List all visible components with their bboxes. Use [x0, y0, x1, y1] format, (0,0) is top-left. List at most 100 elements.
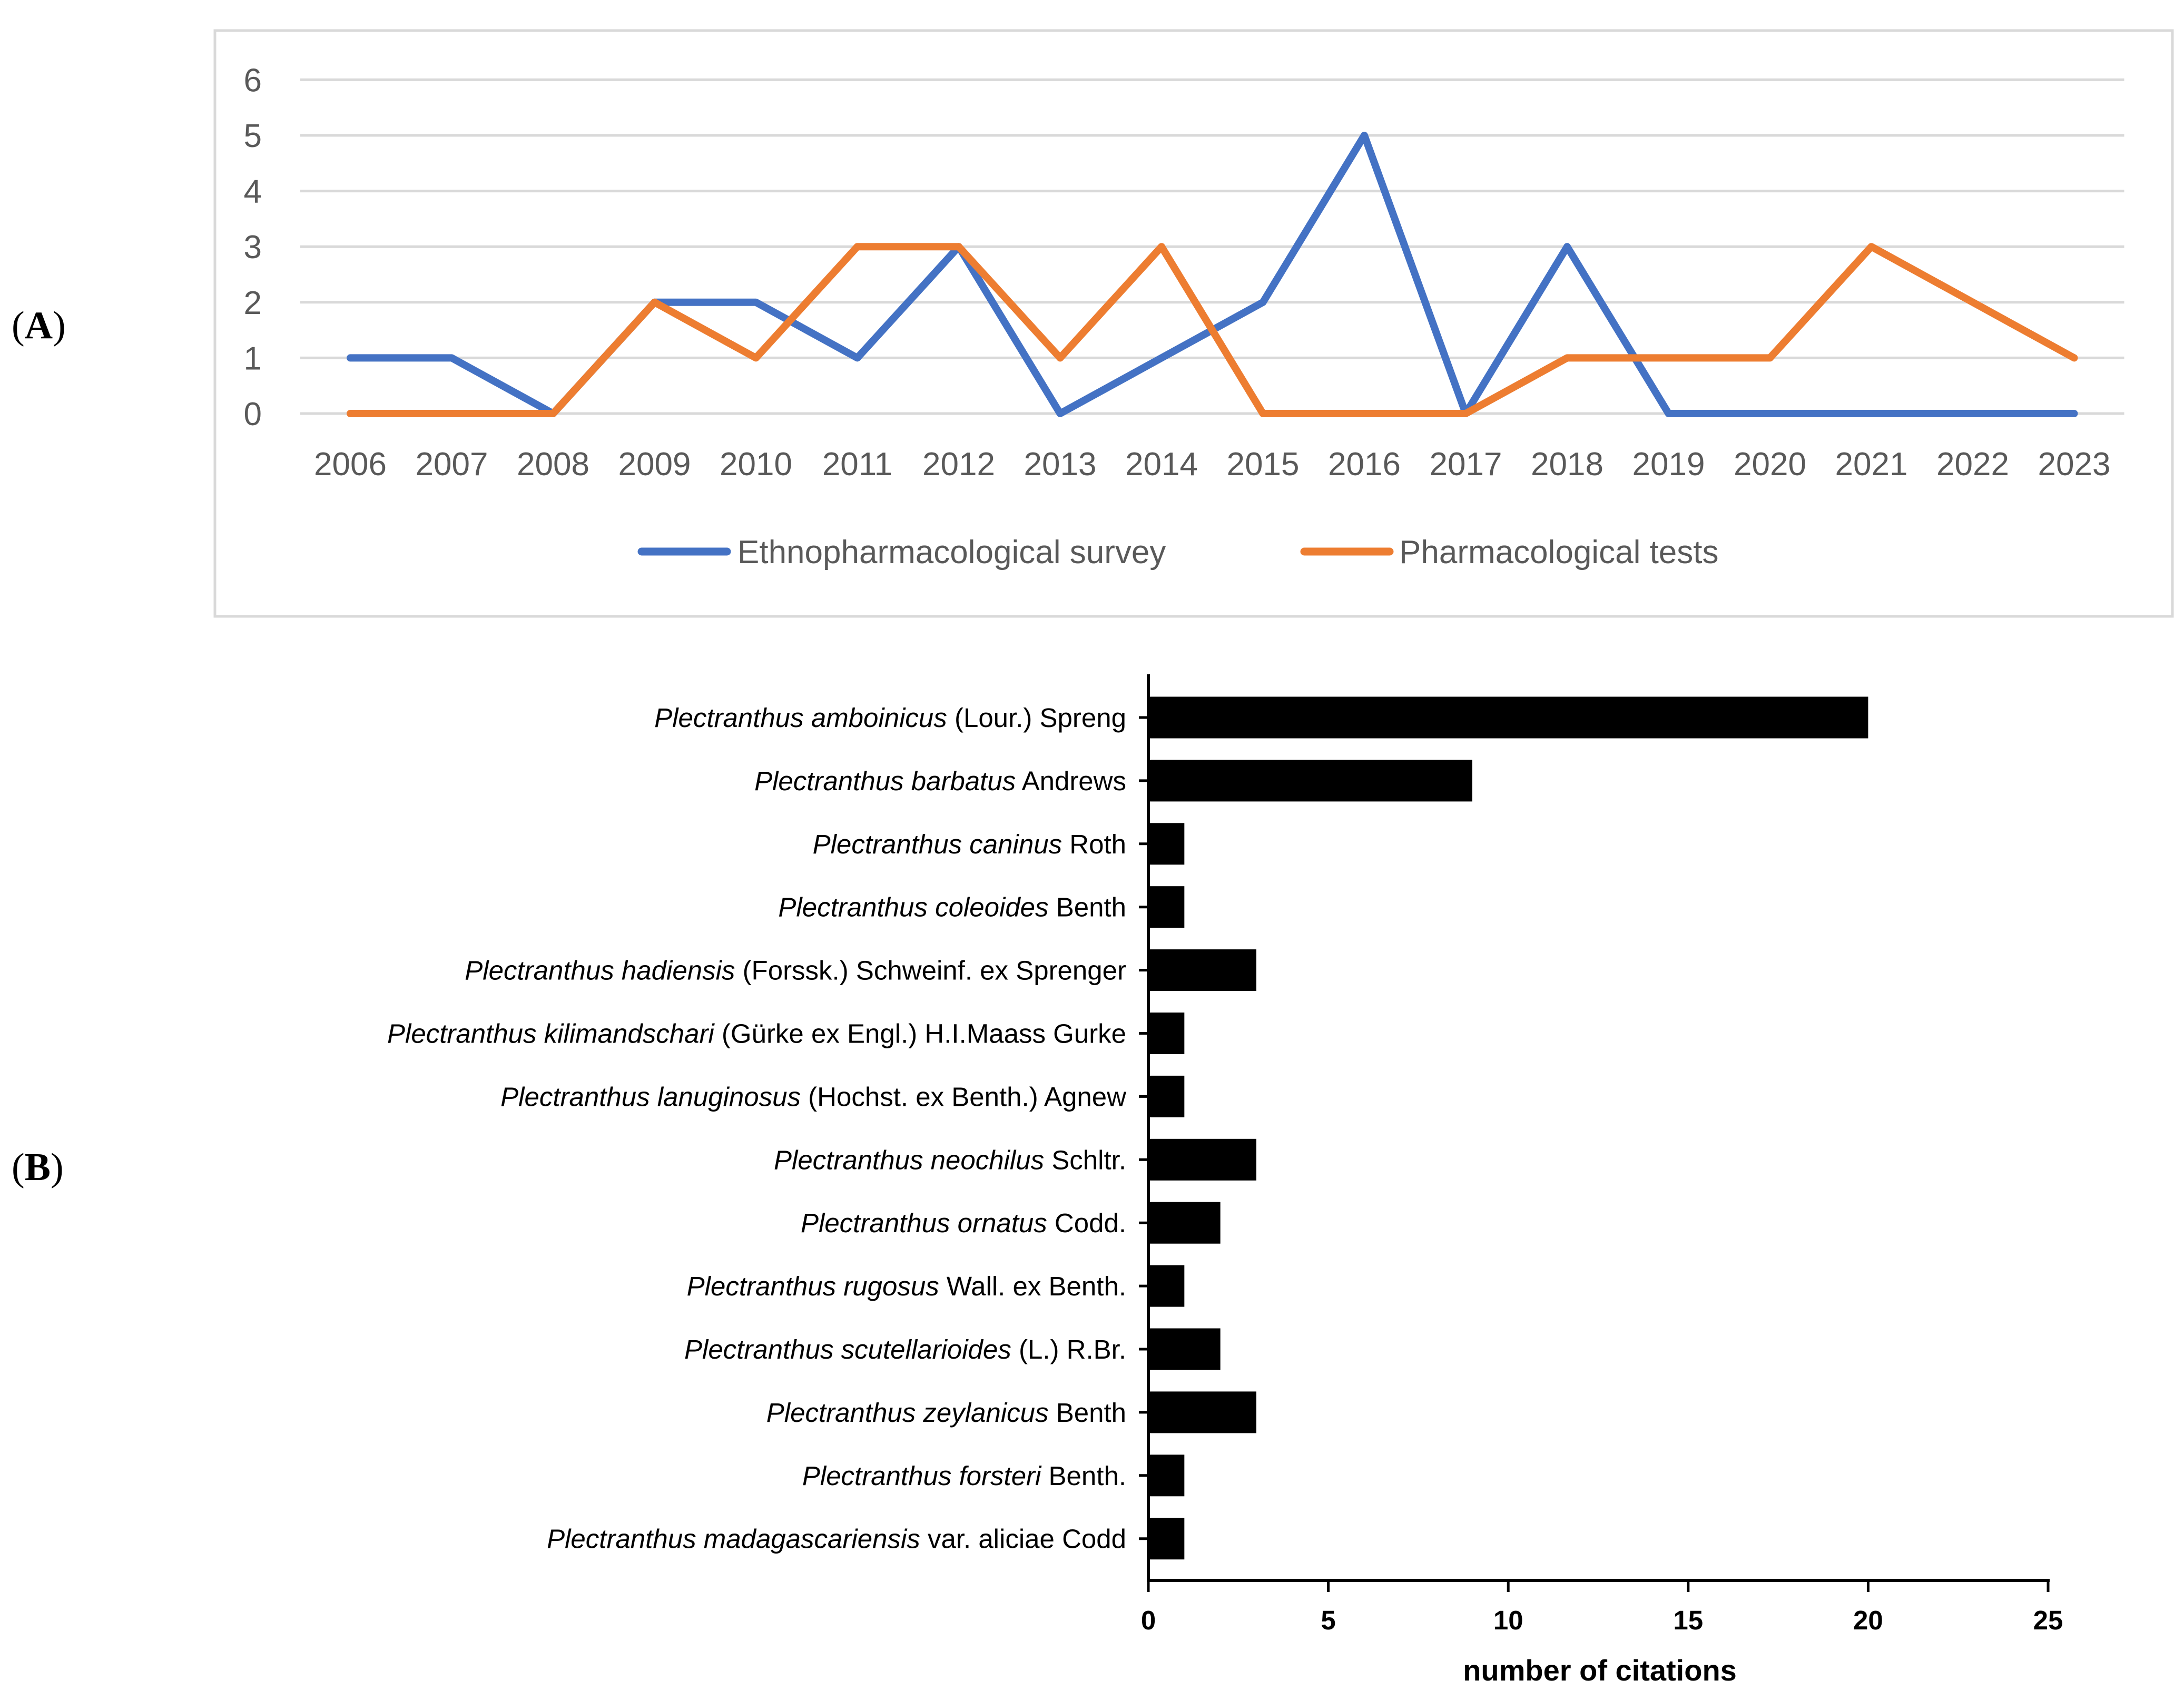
legend-label-tests: Pharmacological tests: [1399, 534, 1719, 571]
data-point-tests: [1058, 356, 1062, 360]
species-authority: Benth: [1049, 892, 1126, 922]
data-point-survey: [2072, 412, 2076, 415]
x-tick-label: 2020: [1734, 446, 1806, 483]
bar: [1148, 949, 1256, 991]
category-label: Plectranthus kilimandschari (Gürke ex En…: [387, 1019, 1126, 1049]
species-authority: Schltr.: [1044, 1145, 1126, 1175]
x-tick-label: 2006: [314, 446, 387, 483]
data-point-tests: [1566, 356, 1569, 360]
data-point-survey: [1160, 356, 1163, 360]
category-label: Plectranthus amboinicus (Lour.) Spreng: [654, 703, 1126, 733]
y-axis-ticks: 0 1 2 3 4 5 6: [244, 62, 262, 433]
data-point-survey: [1768, 412, 1772, 415]
data-point-survey: [1870, 412, 1873, 415]
category-label: Plectranthus zeylanicus Benth: [766, 1398, 1126, 1428]
x-tick-label: 2010: [720, 446, 792, 483]
x-tick-label: 15: [1673, 1605, 1703, 1635]
data-point-tests: [653, 300, 656, 304]
species-authority: Andrews: [1016, 766, 1126, 796]
line-chart: 0 1 2 3 4 5 6 2006 2007 2008 2009 2010 2011 2012 2013…: [244, 62, 2124, 571]
legend: Ethnopharmacological survey Pharmacologi…: [637, 534, 1719, 571]
category-label: Plectranthus scutellarioides (L.) R.Br.: [684, 1334, 1126, 1364]
species-name: Plectranthus madagascariensis: [547, 1524, 920, 1554]
data-point-tests: [855, 245, 859, 249]
species-authority: (Hochst. ex Benth.) Agnew: [801, 1082, 1126, 1112]
x-tick-label: 2021: [1835, 446, 1908, 483]
y-tick-label: 0: [244, 396, 262, 433]
data-point-tests: [1768, 356, 1772, 360]
data-point-tests: [957, 245, 960, 249]
y-tick-label: 5: [244, 118, 262, 154]
x-tick-label: 2015: [1227, 446, 1300, 483]
x-tick-label: 25: [2033, 1605, 2063, 1635]
category-label: Plectranthus caninus Roth: [813, 829, 1126, 859]
x-tick-label: 2009: [618, 446, 691, 483]
data-point-tests: [1261, 412, 1265, 415]
data-point-tests: [552, 412, 555, 415]
data-point-tests: [1971, 300, 1974, 304]
data-point-survey: [1667, 412, 1670, 415]
category-label: Plectranthus madagascariensis var. alici…: [547, 1524, 1126, 1554]
axes: [1139, 674, 2050, 1582]
data-point-survey: [855, 356, 859, 360]
species-name: Plectranthus coleoides: [778, 892, 1048, 922]
x-axis-title: number of citations: [1463, 1654, 1737, 1687]
y-tick-label: 4: [244, 174, 262, 210]
chart-a-frame: [213, 29, 2174, 618]
data-point-survey: [1971, 412, 1974, 415]
species-authority: (Gürke ex Engl.) H.I.Maass Gurke: [714, 1019, 1126, 1049]
data-point-tests: [2072, 356, 2076, 360]
data-point-survey: [1566, 245, 1569, 249]
x-axis-ticks: 0 5 10 15 20 25: [1141, 1580, 2063, 1635]
species-name: Plectranthus rugosus: [687, 1271, 939, 1301]
data-point-survey: [450, 356, 454, 360]
y-tick-label: 6: [244, 62, 262, 99]
species-authority: Benth: [1049, 1398, 1126, 1428]
species-authority: (Lour.) Spreng: [947, 703, 1126, 733]
species-name: Plectranthus caninus: [813, 829, 1062, 859]
bar: [1148, 886, 1185, 928]
bar: [1148, 823, 1185, 865]
bar: [1148, 1202, 1221, 1244]
category-label: Plectranthus ornatus Codd.: [801, 1208, 1126, 1238]
species-name: Plectranthus amboinicus: [654, 703, 947, 733]
x-tick-label: 5: [1321, 1605, 1335, 1635]
species-name: Plectranthus neochilus: [774, 1145, 1044, 1175]
y-tick-label: 1: [244, 340, 262, 377]
species-name: Plectranthus hadiensis: [465, 956, 735, 986]
series-lines: [347, 132, 2078, 417]
bar: [1148, 1455, 1185, 1497]
bars: [1148, 696, 1868, 1560]
species-name: Plectranthus ornatus: [801, 1208, 1047, 1238]
bar: [1148, 1391, 1256, 1433]
species-name: Plectranthus kilimandschari: [387, 1019, 715, 1049]
x-tick-label: 2017: [1430, 446, 1502, 483]
x-tick-label: 2014: [1125, 446, 1198, 483]
panel-b-label: (B): [12, 1146, 64, 1189]
species-authority: (L.) R.Br.: [1011, 1334, 1126, 1364]
species-authority: Roth: [1062, 829, 1126, 859]
x-tick-label: 2016: [1328, 446, 1401, 483]
data-point-tests: [450, 412, 454, 415]
x-tick-label: 2011: [822, 446, 892, 483]
x-tick-label: 2008: [517, 446, 589, 483]
bar: [1148, 1265, 1185, 1307]
category-label: Plectranthus coleoides Benth: [778, 892, 1126, 922]
series-line-tests: [347, 243, 2078, 417]
category-label: Plectranthus rugosus Wall. ex Benth.: [687, 1271, 1126, 1301]
bar: [1148, 1138, 1256, 1181]
category-label: Plectranthus lanuginosus (Hochst. ex Ben…: [500, 1082, 1126, 1112]
x-tick-label: 2012: [922, 446, 995, 483]
category-label: Plectranthus neochilus Schltr.: [774, 1145, 1126, 1175]
data-point-survey: [1363, 134, 1366, 137]
y-tick-label: 2: [244, 285, 262, 321]
bar: [1148, 1013, 1185, 1054]
data-point-survey: [754, 300, 757, 304]
panel-a-label: (A): [12, 304, 66, 347]
bar: [1148, 696, 1868, 739]
category-label: Plectranthus forsteri Benth.: [802, 1461, 1126, 1491]
x-tick-label: 2018: [1531, 446, 1603, 483]
bar: [1148, 1518, 1185, 1560]
species-authority: var. aliciae Codd: [920, 1524, 1126, 1554]
